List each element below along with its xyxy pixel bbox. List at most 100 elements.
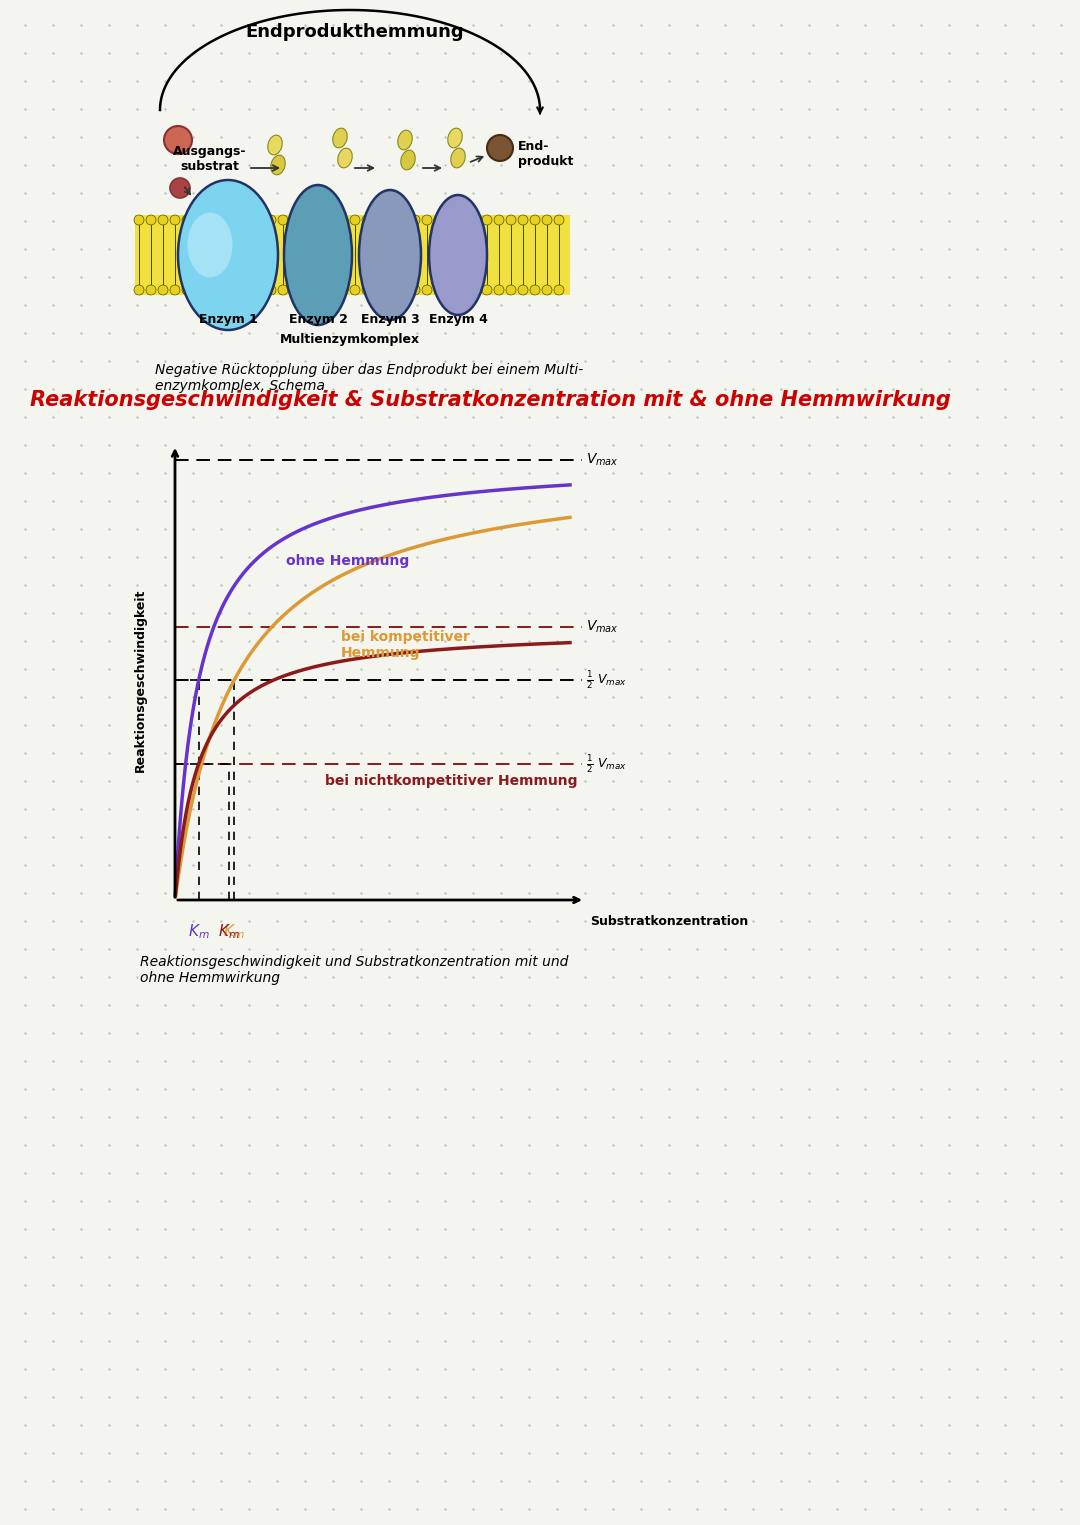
Text: $V_{max}$: $V_{max}$ xyxy=(586,451,619,468)
Circle shape xyxy=(434,285,444,294)
Text: Ausgangs-
substrat: Ausgangs- substrat xyxy=(173,145,246,172)
Circle shape xyxy=(278,215,288,226)
Text: $K_m$: $K_m$ xyxy=(224,923,245,941)
Circle shape xyxy=(542,215,552,226)
Text: $K_m$: $K_m$ xyxy=(218,923,240,941)
Circle shape xyxy=(458,215,468,226)
Ellipse shape xyxy=(429,195,487,316)
Circle shape xyxy=(314,285,324,294)
Ellipse shape xyxy=(271,156,285,175)
Circle shape xyxy=(482,285,492,294)
Circle shape xyxy=(326,285,336,294)
Circle shape xyxy=(218,285,228,294)
Text: Substratkonzentration: Substratkonzentration xyxy=(590,915,748,929)
Circle shape xyxy=(230,285,240,294)
Circle shape xyxy=(206,215,216,226)
Circle shape xyxy=(374,215,384,226)
Text: $V_{max}$: $V_{max}$ xyxy=(586,619,619,636)
Circle shape xyxy=(291,285,300,294)
Circle shape xyxy=(134,285,144,294)
Ellipse shape xyxy=(397,130,413,149)
Ellipse shape xyxy=(448,128,462,148)
Text: Negative Rücktopplung über das Endprodukt bei einem Multi-
enzymkomplex, Schema: Negative Rücktopplung über das Endproduk… xyxy=(156,363,583,393)
Circle shape xyxy=(458,285,468,294)
Circle shape xyxy=(362,215,372,226)
Circle shape xyxy=(254,285,264,294)
Ellipse shape xyxy=(178,180,278,329)
Ellipse shape xyxy=(401,149,415,169)
Circle shape xyxy=(410,285,420,294)
Circle shape xyxy=(266,215,276,226)
Circle shape xyxy=(230,215,240,226)
Circle shape xyxy=(194,215,204,226)
Circle shape xyxy=(386,215,396,226)
Ellipse shape xyxy=(359,191,421,320)
Circle shape xyxy=(446,215,456,226)
Circle shape xyxy=(542,285,552,294)
Text: bei kompetitiver
Hemmung: bei kompetitiver Hemmung xyxy=(341,630,470,660)
Circle shape xyxy=(362,285,372,294)
Circle shape xyxy=(170,215,180,226)
Text: Enzym 1: Enzym 1 xyxy=(199,313,257,326)
Circle shape xyxy=(164,127,192,154)
Text: ohne Hemmung: ohne Hemmung xyxy=(285,554,409,569)
Circle shape xyxy=(254,215,264,226)
Circle shape xyxy=(518,285,528,294)
Circle shape xyxy=(170,178,190,198)
Circle shape xyxy=(422,215,432,226)
Circle shape xyxy=(242,215,252,226)
Ellipse shape xyxy=(450,148,465,168)
Circle shape xyxy=(470,285,480,294)
Circle shape xyxy=(470,215,480,226)
Circle shape xyxy=(554,285,564,294)
Text: $\frac{1}{2}\ V_{max}$: $\frac{1}{2}\ V_{max}$ xyxy=(586,753,626,775)
Circle shape xyxy=(338,285,348,294)
Circle shape xyxy=(302,285,312,294)
Circle shape xyxy=(158,285,168,294)
Text: bei nichtkompetitiver Hemmung: bei nichtkompetitiver Hemmung xyxy=(325,775,578,788)
Circle shape xyxy=(487,136,513,162)
Circle shape xyxy=(158,215,168,226)
Circle shape xyxy=(302,215,312,226)
Text: Endprodukthemmung: Endprodukthemmung xyxy=(245,23,464,41)
Bar xyxy=(135,215,570,294)
Ellipse shape xyxy=(284,185,352,325)
Circle shape xyxy=(266,285,276,294)
Ellipse shape xyxy=(188,212,232,278)
Circle shape xyxy=(350,215,360,226)
Circle shape xyxy=(218,215,228,226)
Circle shape xyxy=(146,285,156,294)
Circle shape xyxy=(399,215,408,226)
Text: Enzym 3: Enzym 3 xyxy=(361,313,419,326)
Circle shape xyxy=(494,285,504,294)
Circle shape xyxy=(146,215,156,226)
Circle shape xyxy=(314,215,324,226)
Circle shape xyxy=(326,215,336,226)
Text: $K_m$: $K_m$ xyxy=(188,923,210,941)
Text: Reaktionsgeschwindigkeit und Substratkonzentration mit und
ohne Hemmwirkung: Reaktionsgeschwindigkeit und Substratkon… xyxy=(140,955,568,985)
Circle shape xyxy=(507,215,516,226)
Text: Reaktionsgeschwindigkeit & Substratkonzentration mit & ohne Hemmwirkung: Reaktionsgeschwindigkeit & Substratkonze… xyxy=(30,390,950,410)
Circle shape xyxy=(530,215,540,226)
Circle shape xyxy=(410,215,420,226)
Circle shape xyxy=(422,285,432,294)
Text: End-
produkt: End- produkt xyxy=(518,140,573,168)
Circle shape xyxy=(554,215,564,226)
Circle shape xyxy=(399,285,408,294)
Text: Enzym 4: Enzym 4 xyxy=(429,313,487,326)
Circle shape xyxy=(170,285,180,294)
Circle shape xyxy=(350,285,360,294)
Circle shape xyxy=(494,215,504,226)
Circle shape xyxy=(183,285,192,294)
Circle shape xyxy=(482,215,492,226)
Circle shape xyxy=(530,285,540,294)
Circle shape xyxy=(134,215,144,226)
Ellipse shape xyxy=(333,128,348,148)
Circle shape xyxy=(507,285,516,294)
Ellipse shape xyxy=(268,136,282,156)
Circle shape xyxy=(291,215,300,226)
Circle shape xyxy=(338,215,348,226)
Circle shape xyxy=(194,285,204,294)
Circle shape xyxy=(446,285,456,294)
Circle shape xyxy=(386,285,396,294)
